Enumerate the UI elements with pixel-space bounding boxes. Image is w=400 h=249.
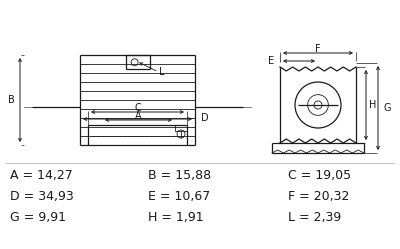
Text: A: A	[135, 111, 142, 121]
Text: F = 20,32: F = 20,32	[288, 189, 349, 202]
Text: C: C	[134, 103, 141, 113]
Text: B = 15,88: B = 15,88	[148, 169, 211, 182]
Text: F: F	[315, 44, 321, 54]
Text: E: E	[268, 56, 274, 66]
Text: G: G	[384, 103, 392, 113]
Text: H = 1,91: H = 1,91	[148, 210, 204, 224]
Text: A = 14,27: A = 14,27	[10, 169, 73, 182]
Text: L: L	[160, 67, 165, 77]
Text: D: D	[201, 113, 209, 123]
Text: C = 19,05: C = 19,05	[288, 169, 351, 182]
Text: E = 10,67: E = 10,67	[148, 189, 210, 202]
Text: G = 9,91: G = 9,91	[10, 210, 66, 224]
Text: L = 2,39: L = 2,39	[288, 210, 341, 224]
Text: D = 34,93: D = 34,93	[10, 189, 74, 202]
Text: B: B	[8, 95, 15, 105]
Text: H: H	[369, 100, 376, 110]
